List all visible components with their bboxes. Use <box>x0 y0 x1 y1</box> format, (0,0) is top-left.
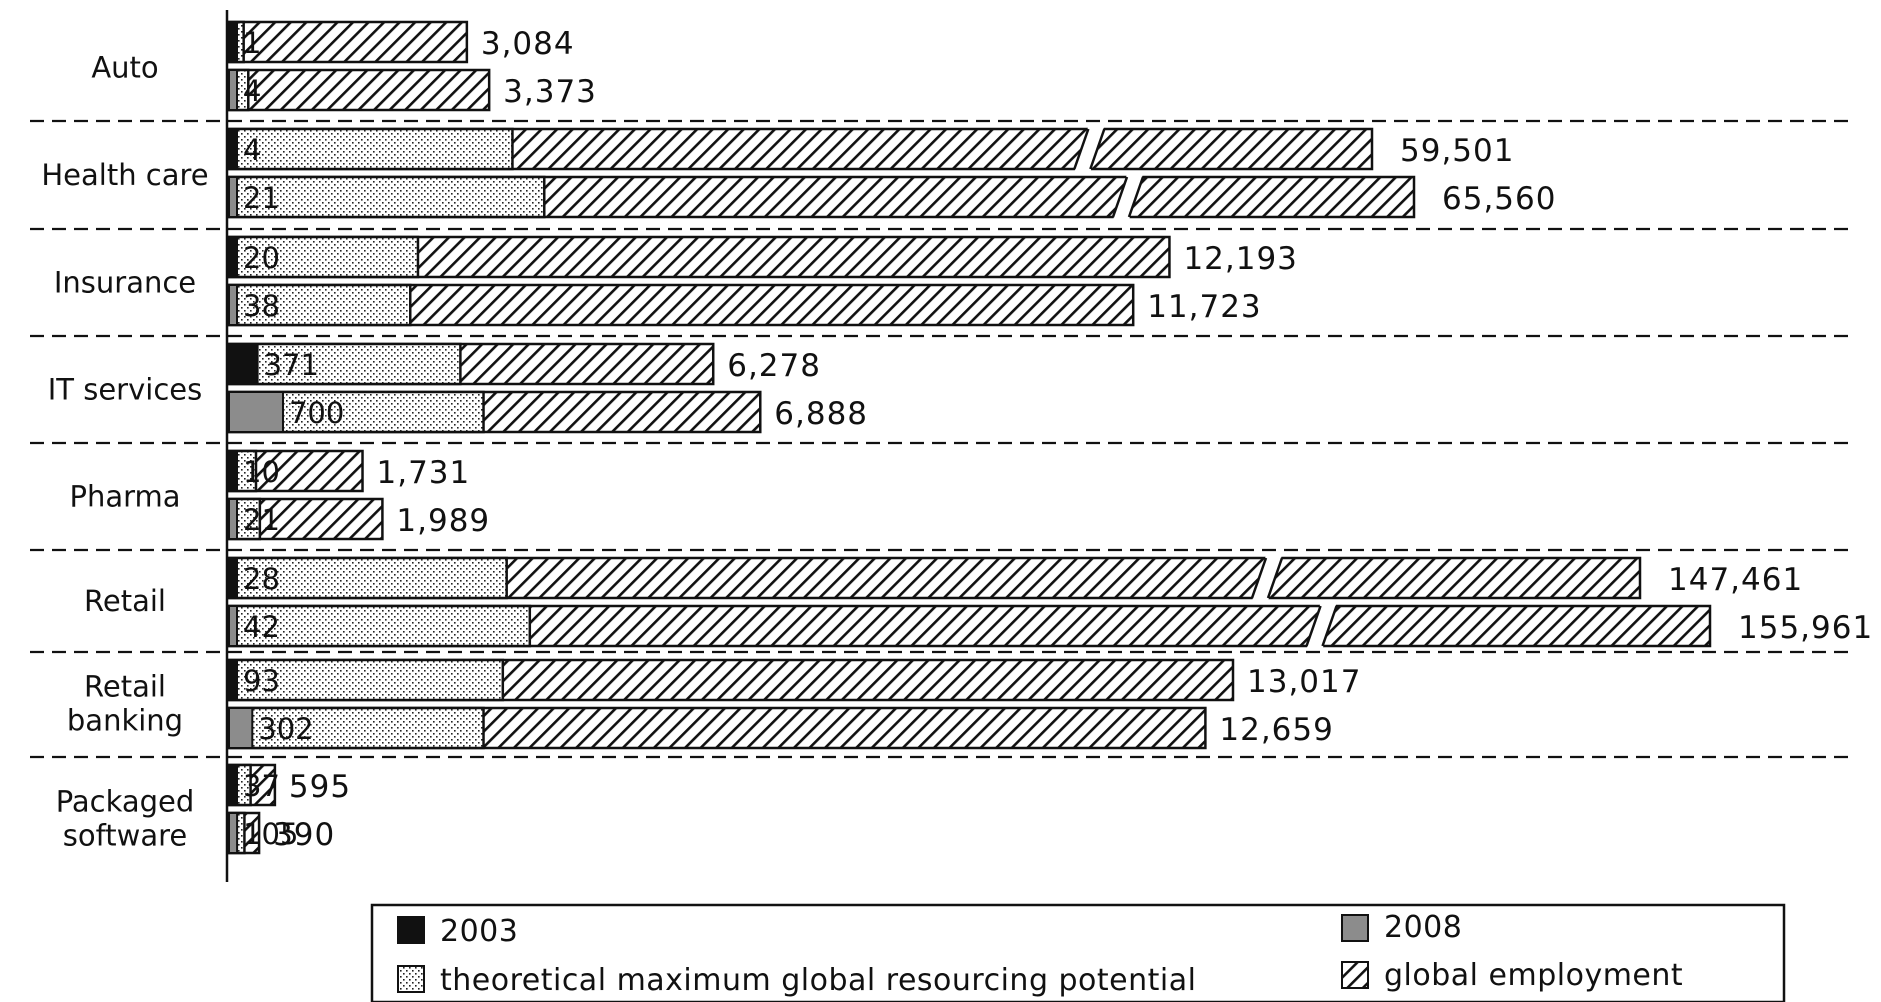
axis-break-edge <box>1305 605 1322 647</box>
bar-actual-2008 <box>228 176 238 218</box>
actual-value-label: 10 <box>243 455 280 489</box>
bar-actual-2008 <box>228 498 238 540</box>
category-label: Insurance <box>54 266 196 300</box>
employment-value-label: 1,731 <box>377 455 471 491</box>
employment-value-label: 12,659 <box>1219 712 1333 748</box>
employment-value-label: 59,501 <box>1400 133 1514 169</box>
actual-value-label: 21 <box>243 503 280 537</box>
actual-value-label: 21 <box>243 181 280 215</box>
category-label: Retail <box>84 584 166 618</box>
bar-actual-2003 <box>228 128 238 170</box>
bar-actual-2003 <box>228 659 238 701</box>
actual-value-label: 371 <box>264 348 319 382</box>
axis-break-gap <box>1112 174 1143 220</box>
employment-value-label: 13,017 <box>1247 664 1361 700</box>
axis-break-edge <box>1127 176 1145 218</box>
category-label: Health care <box>41 158 208 192</box>
actual-value-label: 38 <box>243 289 280 323</box>
legend-label-potential: theoretical maximum global resourcing po… <box>440 963 1196 998</box>
bar-actual-2008 <box>228 812 239 854</box>
bar-resourcing-potential <box>227 342 462 386</box>
axis-break-gap <box>1306 603 1337 649</box>
employment-value-label: 6,888 <box>774 396 868 432</box>
employment-value-label: 12,193 <box>1183 241 1297 277</box>
actual-value-label: 4 <box>243 133 261 167</box>
axis-break-edge <box>1111 176 1129 218</box>
bar-resourcing-potential <box>227 235 420 279</box>
actual-value-label: 105 <box>243 817 298 851</box>
employment-value-label: 11,723 <box>1147 289 1261 325</box>
employment-value-label: 390 <box>273 817 335 853</box>
actual-value-label: 700 <box>289 396 344 430</box>
legend-swatch-2008 <box>1341 914 1369 942</box>
bar-actual-2008 <box>228 69 238 111</box>
bar-actual-2003 <box>228 343 259 385</box>
bar-actual-2008 <box>228 605 238 647</box>
employment-value-label: 65,560 <box>1442 181 1556 217</box>
legend-swatch-2003 <box>397 916 425 944</box>
legend-swatch-potential <box>397 965 425 993</box>
legend-box <box>370 903 1786 1002</box>
actual-value-label: 37 <box>243 769 280 803</box>
legend-label-2003: 2003 <box>440 914 518 949</box>
axis-break-edge <box>1073 128 1090 170</box>
bar-global-employment <box>227 68 491 112</box>
bar-resourcing-potential <box>227 556 508 600</box>
bar-resourcing-potential <box>227 175 546 219</box>
category-label: Pharma <box>69 480 180 514</box>
bar-global-employment <box>227 20 469 64</box>
legend-label-2008: 2008 <box>1384 910 1462 945</box>
axis-break-edge <box>1089 128 1106 170</box>
bar-actual-2003 <box>228 21 238 63</box>
employment-value-label: 6,278 <box>727 348 821 384</box>
employment-value-label: 1,989 <box>396 503 490 539</box>
employment-value-label: 155,961 <box>1738 610 1873 646</box>
actual-value-label: 93 <box>243 664 280 698</box>
actual-value-label: 42 <box>243 610 280 644</box>
actual-value-label: 302 <box>258 712 313 746</box>
axis-break-gap <box>1252 555 1283 601</box>
employment-value-label: 147,461 <box>1668 562 1803 598</box>
axis-break-edge <box>1321 605 1338 647</box>
actual-value-label: 4 <box>243 74 261 108</box>
actual-value-label: 28 <box>243 562 280 596</box>
bar-actual-2008 <box>228 284 238 326</box>
axis-break-gap <box>1074 126 1105 172</box>
legend-label-employment: global employment <box>1384 958 1683 993</box>
bar-actual-2008 <box>228 391 284 433</box>
actual-value-label: 1 <box>243 26 261 60</box>
employment-value-label: 595 <box>289 769 351 805</box>
category-label: Retail banking <box>67 670 183 738</box>
actual-value-label: 20 <box>243 241 280 275</box>
bar-actual-2003 <box>228 236 238 278</box>
bar-resourcing-potential <box>227 127 514 171</box>
legend-swatch-employment <box>1341 961 1369 989</box>
bar-actual-2003 <box>228 450 238 492</box>
axis-break-edge <box>1266 557 1284 599</box>
legend: 2003 2008 theoretical maximum global res… <box>370 903 1786 1002</box>
bar-actual-2008 <box>228 707 254 749</box>
axis-break-edge <box>1250 557 1268 599</box>
employment-value-label: 3,084 <box>481 26 575 62</box>
bar-actual-2003 <box>228 764 238 806</box>
bar-resourcing-potential <box>227 604 532 648</box>
employment-value-label: 3,373 <box>503 74 597 110</box>
category-label: Auto <box>91 51 158 85</box>
bar-actual-2003 <box>228 557 238 599</box>
category-label: IT services <box>48 373 202 407</box>
category-label: Packaged software <box>56 785 195 853</box>
plot-area: Auto 1 3,084 4 3,373 Health care 4 59,501 21 65,5… <box>30 10 1873 882</box>
